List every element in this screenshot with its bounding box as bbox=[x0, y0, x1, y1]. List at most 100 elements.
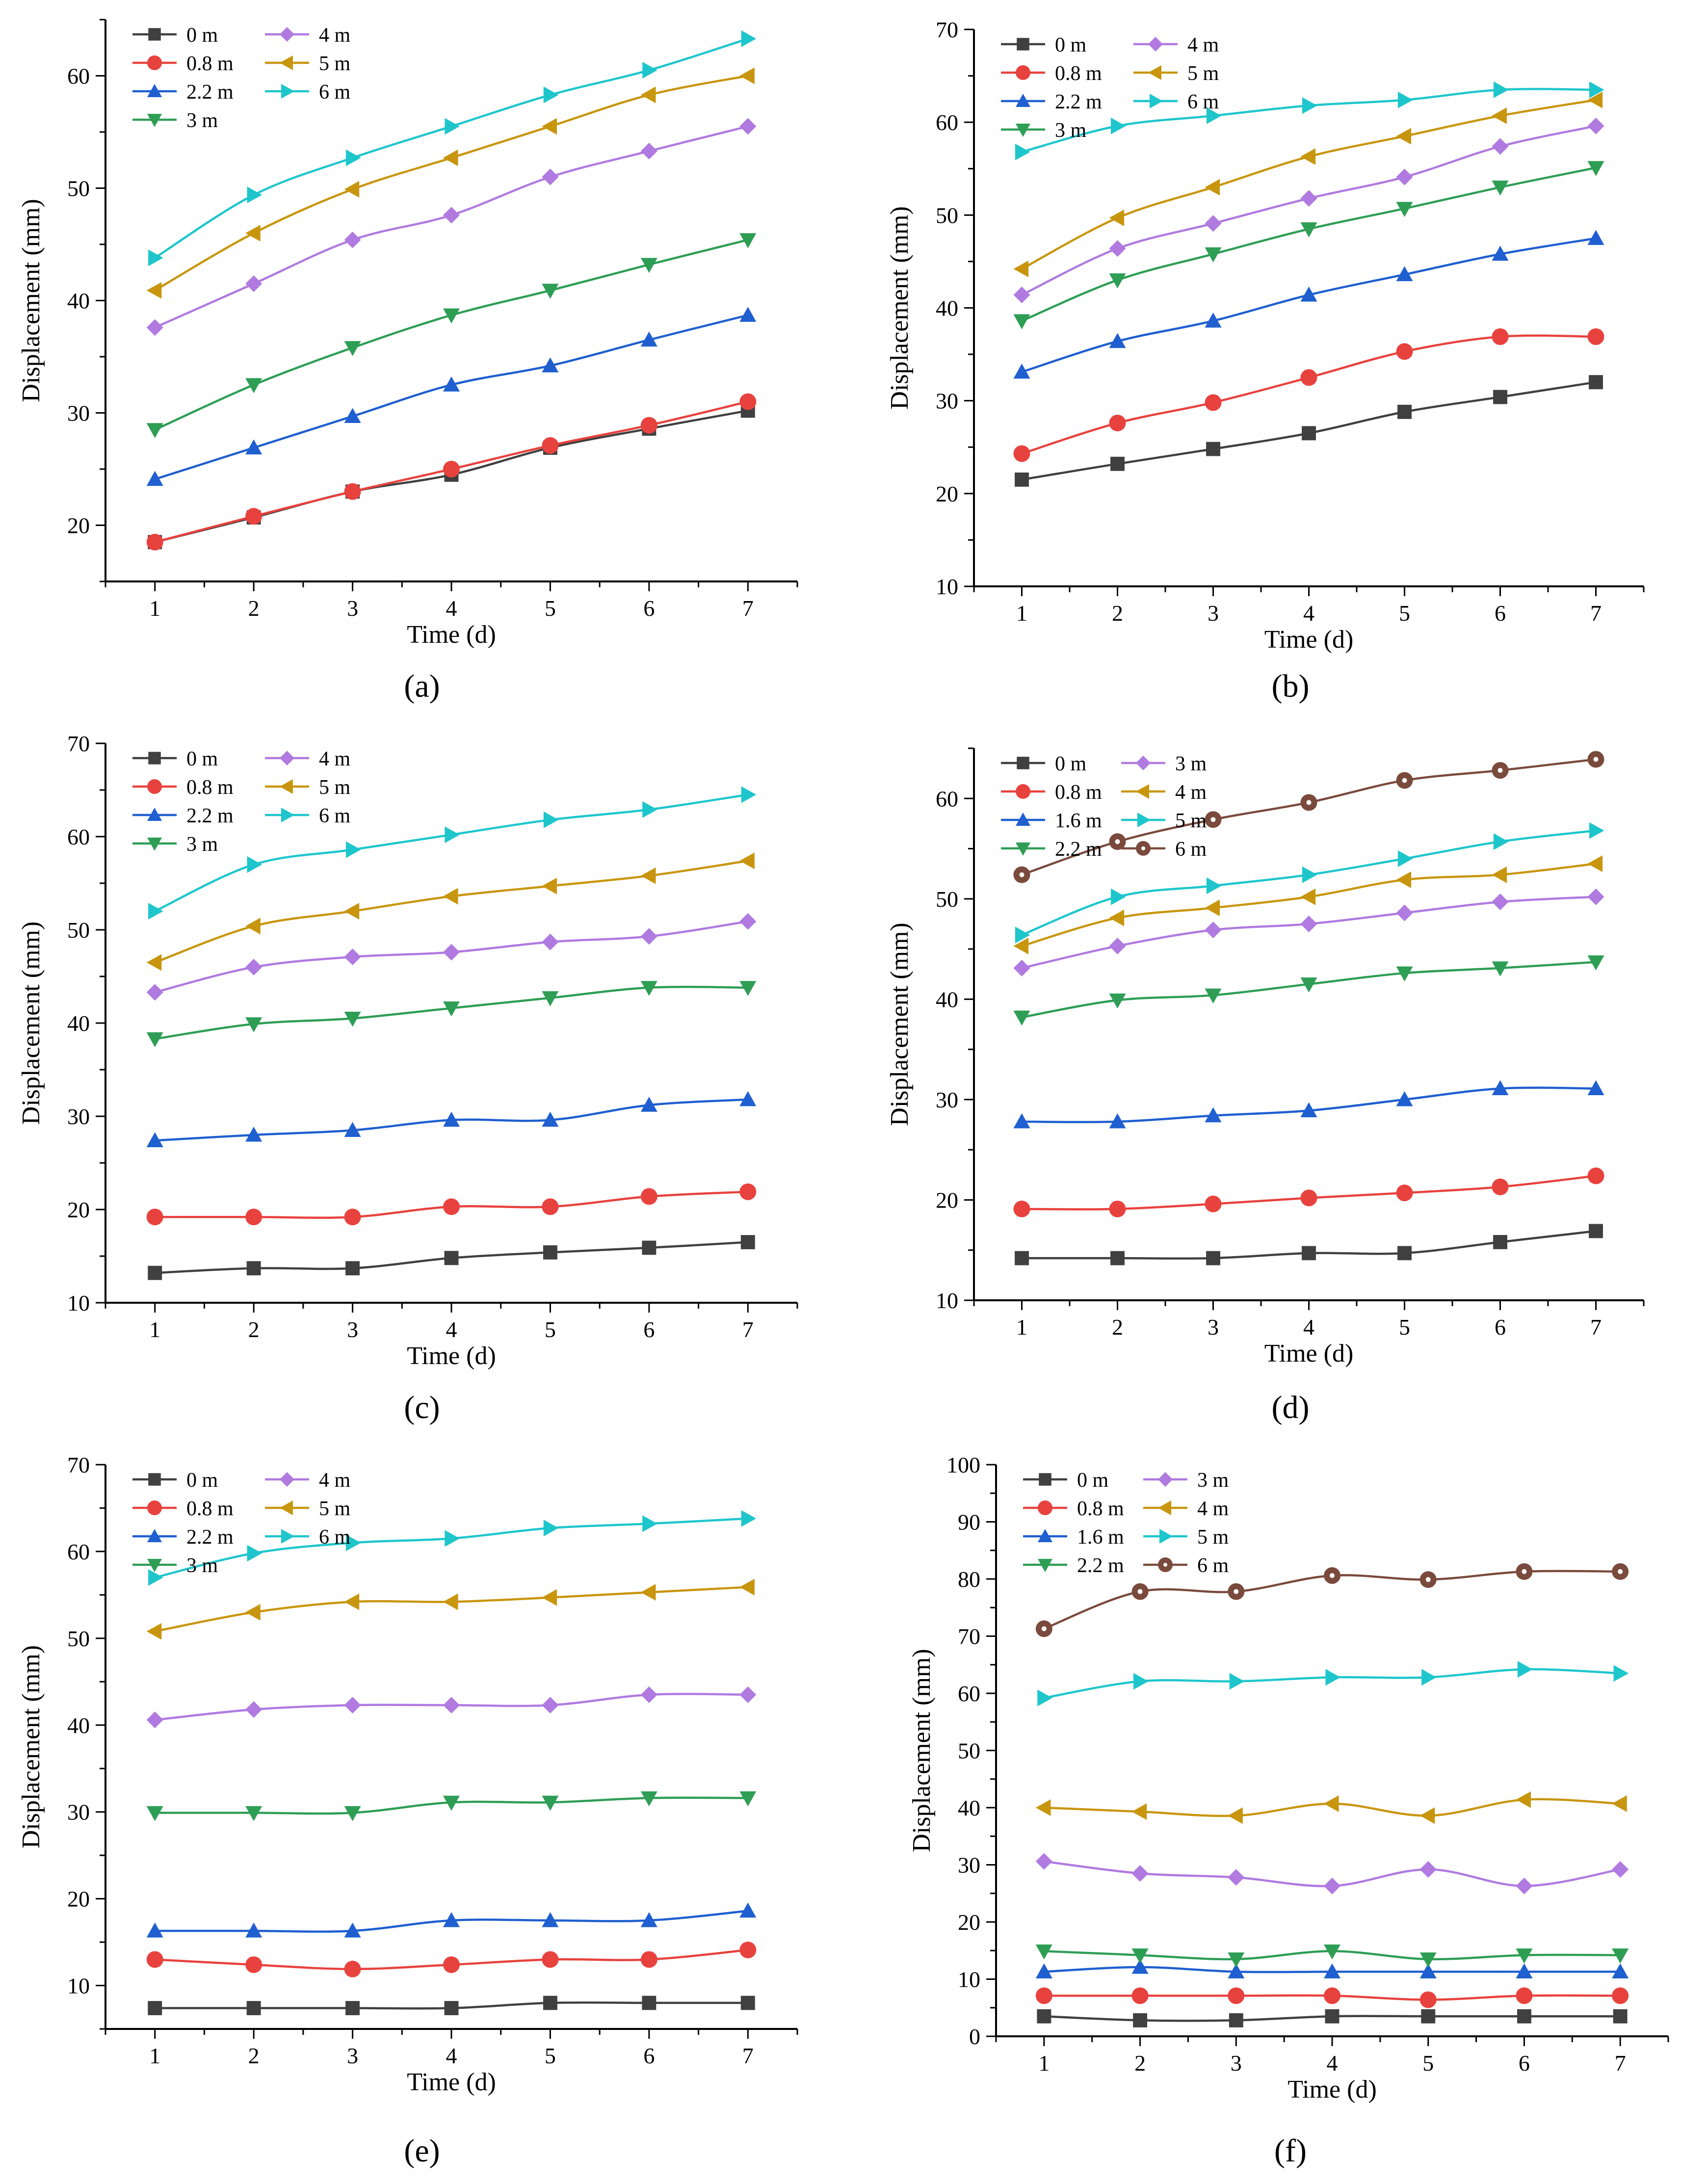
data-point bbox=[1325, 2009, 1340, 2024]
x-tick-label: 3 bbox=[347, 1317, 358, 1342]
data-point bbox=[146, 1132, 163, 1147]
data-point bbox=[1035, 1963, 1052, 1978]
data-point bbox=[444, 1251, 459, 1265]
data-point bbox=[1612, 1987, 1629, 2004]
legend-marker bbox=[147, 114, 162, 127]
x-tick-label: 4 bbox=[446, 1317, 457, 1342]
series-line bbox=[1021, 125, 1596, 296]
data-point bbox=[1228, 1952, 1245, 1968]
data-point bbox=[1516, 1948, 1533, 1964]
legend-item: 6 m bbox=[265, 805, 351, 827]
legend-item: 2.2 m bbox=[132, 1526, 234, 1549]
data-point bbox=[1587, 1080, 1604, 1096]
data-point bbox=[344, 1122, 361, 1137]
data-point bbox=[247, 186, 263, 204]
data-point bbox=[148, 1265, 162, 1280]
data-point bbox=[1015, 143, 1030, 160]
x-axis-title: Time (d) bbox=[407, 2068, 496, 2096]
data-point bbox=[739, 1091, 757, 1106]
x-tick-label: 3 bbox=[1208, 1315, 1219, 1340]
data-point bbox=[344, 1593, 360, 1610]
data-point bbox=[146, 1922, 163, 1938]
data-point bbox=[1013, 1200, 1030, 1217]
legend-marker bbox=[148, 1473, 161, 1486]
data-point bbox=[245, 508, 263, 525]
data-point bbox=[1205, 179, 1220, 196]
data-point bbox=[1205, 1107, 1222, 1123]
legend-item: 2.2 m bbox=[132, 81, 234, 104]
data-point bbox=[740, 1235, 755, 1249]
series-2-2-m bbox=[146, 1902, 757, 1938]
x-tick-label: 6 bbox=[1519, 2051, 1530, 2076]
series-4-m bbox=[146, 913, 757, 1001]
legend-marker bbox=[1016, 842, 1030, 856]
data-point bbox=[344, 341, 361, 356]
data-point bbox=[1229, 2013, 1243, 2027]
legend-item: 4 m bbox=[265, 24, 351, 47]
y-tick-label: 20 bbox=[958, 1910, 980, 1935]
legend: 0 m 0.8 m 1.6 m 2.2 m 3 m 4 m 5 m 6 m bbox=[1001, 753, 1207, 861]
legend-marker bbox=[147, 808, 162, 821]
series-0-8-m bbox=[1013, 328, 1604, 462]
data-point bbox=[1492, 893, 1509, 910]
y-tick-label: 70 bbox=[936, 17, 958, 42]
x-axis-title: Time (d) bbox=[407, 621, 496, 649]
data-point bbox=[1302, 97, 1317, 114]
data-point bbox=[148, 249, 163, 266]
y-tick-label: 30 bbox=[936, 389, 958, 414]
data-point bbox=[344, 231, 361, 248]
data-point bbox=[1516, 1987, 1533, 2004]
data-point bbox=[1037, 1689, 1052, 1707]
data-point bbox=[344, 1960, 361, 1977]
x-tick-label: 1 bbox=[149, 2043, 160, 2068]
data-point bbox=[1492, 866, 1507, 883]
legend-marker bbox=[1016, 94, 1030, 107]
data-point bbox=[1109, 993, 1126, 1009]
legend-marker bbox=[1038, 1500, 1052, 1515]
x-tick-label: 3 bbox=[347, 2043, 358, 2068]
legend-label: 2.2 m bbox=[186, 805, 234, 827]
data-point bbox=[542, 877, 557, 895]
legend-label: 6 m bbox=[1175, 838, 1207, 861]
legend-label: 0 m bbox=[186, 1469, 218, 1492]
data-point bbox=[1587, 91, 1603, 108]
data-point bbox=[1205, 921, 1222, 939]
data-point bbox=[443, 944, 460, 961]
data-point bbox=[443, 149, 458, 166]
y-tick-label: 40 bbox=[67, 1011, 90, 1036]
y-tick-label: 50 bbox=[936, 887, 958, 912]
data-point bbox=[1206, 877, 1222, 895]
data-point bbox=[543, 1996, 557, 2010]
data-point bbox=[1035, 1944, 1052, 1960]
data-point-center bbox=[1115, 839, 1120, 844]
data-point bbox=[739, 1183, 757, 1200]
data-point bbox=[1015, 926, 1030, 944]
data-point bbox=[443, 1111, 460, 1127]
data-point bbox=[1396, 1184, 1413, 1202]
legend-item: 3 m bbox=[1001, 119, 1087, 142]
data-point bbox=[1324, 1944, 1340, 1960]
legend-item: 5 m bbox=[265, 776, 351, 799]
data-point bbox=[1396, 266, 1413, 281]
legend-item: 6 m bbox=[1133, 91, 1219, 113]
legend-label: 3 m bbox=[186, 1554, 218, 1577]
data-point bbox=[146, 319, 163, 336]
legend-label: 5 m bbox=[319, 53, 351, 75]
legend-label: 5 m bbox=[319, 1498, 351, 1520]
data-point bbox=[1587, 161, 1604, 176]
data-point bbox=[344, 948, 361, 966]
data-point bbox=[146, 1209, 163, 1226]
data-point bbox=[245, 959, 263, 975]
data-point bbox=[344, 408, 361, 423]
panel-label-a: (a) bbox=[404, 668, 440, 704]
legend-item: 1.6 m bbox=[1023, 1526, 1124, 1549]
y-tick-label: 40 bbox=[958, 1795, 980, 1820]
data-point bbox=[146, 282, 162, 299]
data-point bbox=[542, 933, 559, 950]
data-point bbox=[642, 1996, 657, 2010]
data-point bbox=[344, 483, 361, 500]
data-point bbox=[1589, 822, 1604, 839]
data-point bbox=[443, 888, 458, 905]
data-point bbox=[1302, 426, 1316, 441]
legend-marker bbox=[280, 55, 293, 70]
